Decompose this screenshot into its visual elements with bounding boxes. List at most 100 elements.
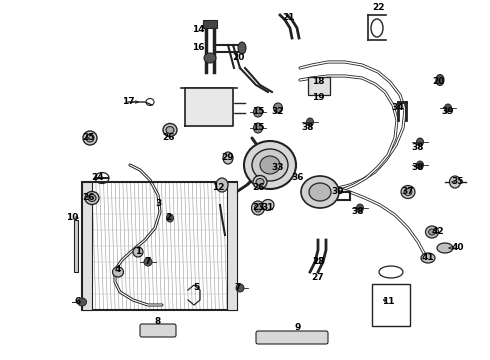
- Text: 21: 21: [282, 13, 294, 22]
- Ellipse shape: [421, 253, 435, 263]
- Text: 23: 23: [252, 203, 264, 212]
- Polygon shape: [185, 88, 233, 126]
- Text: 38: 38: [412, 163, 424, 172]
- Text: 16: 16: [192, 44, 204, 53]
- Text: 2: 2: [165, 212, 171, 221]
- Ellipse shape: [253, 123, 263, 133]
- Bar: [82, 182, 237, 310]
- Ellipse shape: [444, 104, 451, 112]
- Ellipse shape: [252, 149, 288, 181]
- Ellipse shape: [216, 178, 228, 192]
- Ellipse shape: [77, 298, 87, 306]
- Ellipse shape: [253, 175, 267, 189]
- Ellipse shape: [163, 123, 177, 136]
- Bar: [74, 220, 78, 271]
- Text: 12: 12: [212, 184, 224, 193]
- Text: 37: 37: [402, 188, 415, 197]
- Text: 35: 35: [452, 177, 464, 186]
- Text: 7: 7: [145, 257, 151, 266]
- Text: 36: 36: [292, 174, 304, 183]
- Text: 26: 26: [252, 184, 264, 193]
- Text: 26: 26: [82, 194, 94, 202]
- Ellipse shape: [238, 42, 246, 54]
- Text: 4: 4: [115, 266, 121, 274]
- Bar: [203, 20, 217, 28]
- Ellipse shape: [83, 131, 97, 145]
- Ellipse shape: [86, 134, 94, 142]
- Text: 5: 5: [193, 284, 199, 292]
- Ellipse shape: [301, 176, 339, 208]
- Text: 39: 39: [441, 108, 454, 117]
- Text: 25: 25: [82, 134, 94, 143]
- FancyBboxPatch shape: [256, 331, 328, 344]
- Text: 8: 8: [155, 318, 161, 327]
- Text: 40: 40: [452, 243, 464, 252]
- Ellipse shape: [449, 176, 461, 188]
- Ellipse shape: [144, 258, 152, 266]
- Text: 33: 33: [272, 163, 284, 172]
- Text: 27: 27: [312, 274, 324, 283]
- Text: 31: 31: [262, 203, 274, 212]
- Ellipse shape: [404, 189, 412, 195]
- Ellipse shape: [166, 126, 174, 134]
- Ellipse shape: [113, 267, 123, 277]
- Ellipse shape: [236, 284, 244, 292]
- Text: 32: 32: [272, 108, 284, 117]
- Text: 30: 30: [332, 188, 344, 197]
- Text: 11: 11: [382, 297, 394, 306]
- Text: 6: 6: [75, 297, 81, 306]
- Ellipse shape: [244, 141, 296, 189]
- Text: 26: 26: [162, 134, 174, 143]
- Bar: [82, 182, 92, 310]
- Text: 9: 9: [295, 324, 301, 333]
- Ellipse shape: [401, 185, 415, 198]
- Ellipse shape: [309, 183, 331, 201]
- Ellipse shape: [133, 247, 143, 257]
- Ellipse shape: [204, 53, 216, 63]
- Ellipse shape: [167, 214, 173, 222]
- Text: 41: 41: [422, 253, 434, 262]
- Text: 20: 20: [232, 54, 244, 63]
- Text: 38: 38: [412, 144, 424, 153]
- Ellipse shape: [416, 138, 423, 146]
- Ellipse shape: [256, 179, 264, 185]
- Text: 29: 29: [221, 153, 234, 162]
- Text: 19: 19: [312, 94, 324, 103]
- Text: 18: 18: [312, 77, 324, 86]
- Text: 17: 17: [122, 98, 134, 107]
- Text: 1: 1: [135, 248, 141, 256]
- Bar: [308, 77, 330, 95]
- Text: 20: 20: [432, 77, 444, 86]
- Ellipse shape: [254, 204, 262, 212]
- Text: 3: 3: [155, 199, 161, 208]
- Ellipse shape: [223, 152, 233, 164]
- Bar: [372, 284, 410, 326]
- Ellipse shape: [260, 156, 280, 174]
- Text: 10: 10: [66, 213, 78, 222]
- Text: 38: 38: [352, 207, 364, 216]
- Ellipse shape: [253, 107, 263, 117]
- Text: 14: 14: [192, 26, 204, 35]
- Ellipse shape: [437, 243, 453, 253]
- Ellipse shape: [88, 194, 96, 202]
- Text: 15: 15: [252, 123, 264, 132]
- Text: 38: 38: [302, 123, 314, 132]
- Bar: [227, 182, 237, 310]
- Ellipse shape: [307, 118, 314, 126]
- Text: 13: 13: [312, 257, 324, 266]
- Text: 42: 42: [432, 228, 444, 237]
- Ellipse shape: [436, 75, 444, 85]
- Text: 22: 22: [372, 4, 384, 13]
- Ellipse shape: [416, 161, 423, 169]
- Text: 7: 7: [235, 284, 241, 292]
- Ellipse shape: [425, 226, 439, 238]
- Ellipse shape: [357, 204, 364, 212]
- FancyBboxPatch shape: [140, 324, 176, 337]
- Text: 15: 15: [252, 108, 264, 117]
- Ellipse shape: [428, 229, 436, 235]
- Ellipse shape: [262, 199, 274, 211]
- Text: 28: 28: [312, 257, 324, 266]
- Ellipse shape: [85, 192, 99, 204]
- Text: 24: 24: [92, 174, 104, 183]
- Ellipse shape: [251, 201, 265, 215]
